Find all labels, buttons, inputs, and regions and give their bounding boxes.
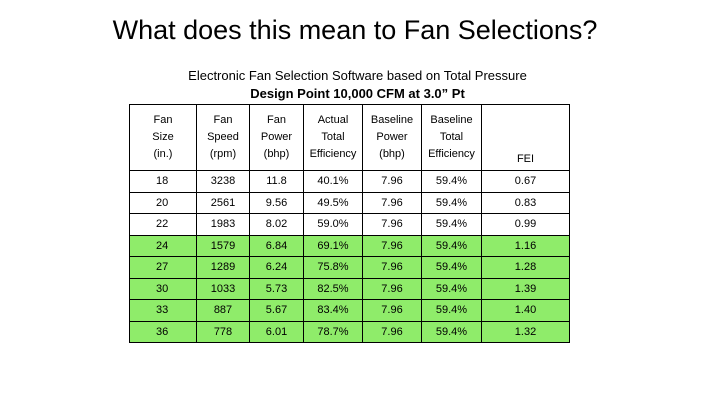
header-line: Power — [260, 131, 293, 143]
table-cell: 7.96 — [362, 234, 422, 257]
table-cell: 887 — [196, 299, 250, 322]
header-line: Speed — [207, 131, 239, 143]
header-line: Efficiency — [309, 148, 357, 160]
table-cell: 9.56 — [249, 191, 304, 214]
table-cell: 7.96 — [362, 170, 422, 193]
table-cell: 7.96 — [362, 256, 422, 279]
table-cell: 36 — [129, 320, 197, 343]
table-row: 30 1033 5.73 82.5% 7.96 59.4% 1.39 — [129, 277, 570, 300]
table-cell: 1289 — [196, 256, 250, 279]
table-cell: 5.73 — [249, 277, 304, 300]
table-cell: 3238 — [196, 170, 250, 193]
header-line: Power — [376, 131, 408, 143]
table-cell: 7.96 — [362, 320, 422, 343]
table-cell: 1.16 — [481, 234, 570, 257]
table-cell: 7.96 — [362, 299, 422, 322]
fan-selection-table: Fan Size (in.) Fan Speed (rpm) Fan Power… — [129, 104, 570, 343]
subtitle: Electronic Fan Selection Software based … — [188, 68, 527, 83]
table-cell: 59.4% — [421, 299, 482, 322]
header-line: Size — [152, 131, 174, 143]
page-title: What does this mean to Fan Selections? — [112, 15, 598, 45]
header-line: Total — [439, 131, 464, 143]
table-cell: 59.4% — [421, 234, 482, 257]
table-cell: 69.1% — [303, 234, 363, 257]
header-line: Efficiency — [428, 148, 475, 160]
table-cell: 8.02 — [249, 213, 304, 236]
header-line: (rpm) — [209, 148, 237, 160]
table-cell: 1983 — [196, 213, 250, 236]
table-cell: 7.96 — [362, 277, 422, 300]
header-line: Total — [321, 131, 345, 143]
table-cell: 27 — [129, 256, 197, 279]
header-baseline-total-efficiency: Baseline Total Efficiency — [421, 104, 482, 171]
design-point: Design Point 10,000 CFM at 3.0” Pt — [250, 86, 465, 101]
header-actual-total-efficiency: Actual Total Efficiency — [303, 104, 363, 171]
table-cell: 1.40 — [481, 299, 570, 322]
table-header-row: Fan Size (in.) Fan Speed (rpm) Fan Power… — [129, 104, 570, 171]
table-cell: 49.5% — [303, 191, 363, 214]
table-cell: 30 — [129, 277, 197, 300]
table-cell: 5.67 — [249, 299, 304, 322]
table-cell: 59.0% — [303, 213, 363, 236]
table-cell: 22 — [129, 213, 197, 236]
table-cell: 75.8% — [303, 256, 363, 279]
table-row: 22 1983 8.02 59.0% 7.96 59.4% 0.99 — [129, 213, 570, 236]
table-cell: 24 — [129, 234, 197, 257]
header-fan-speed: Fan Speed (rpm) — [196, 104, 250, 171]
table-cell: 0.83 — [481, 191, 570, 214]
table-cell: 6.84 — [249, 234, 304, 257]
header-line: Baseline — [430, 114, 473, 126]
table-cell: 78.7% — [303, 320, 363, 343]
table-cell: 82.5% — [303, 277, 363, 300]
table-row: 18 3238 11.8 40.1% 7.96 59.4% 0.67 — [129, 170, 570, 193]
table-cell: 18 — [129, 170, 197, 193]
table-cell: 1579 — [196, 234, 250, 257]
table-cell: 59.4% — [421, 277, 482, 300]
table-cell: 20 — [129, 191, 197, 214]
table-cell: 6.01 — [249, 320, 304, 343]
table-cell: 1.32 — [481, 320, 570, 343]
table-cell: 6.24 — [249, 256, 304, 279]
table-cell: 7.96 — [362, 213, 422, 236]
table-cell: 59.4% — [421, 320, 482, 343]
table-cell: 59.4% — [421, 170, 482, 193]
table-body: 18 3238 11.8 40.1% 7.96 59.4% 0.67 20 2561 9.56 49… — [129, 170, 570, 343]
header-line: (bhp) — [379, 148, 405, 160]
table-row: 20 2561 9.56 49.5% 7.96 59.4% 0.83 — [129, 191, 570, 214]
header-baseline-power: Baseline Power (bhp) — [362, 104, 422, 171]
table-row: 24 1579 6.84 69.1% 7.96 59.4% 1.16 — [129, 234, 570, 257]
table-cell: 778 — [196, 320, 250, 343]
table-cell: 7.96 — [362, 191, 422, 214]
table-cell: 0.67 — [481, 170, 570, 193]
header-fan-size: Fan Size (in.) — [129, 104, 197, 171]
table-row: 36 778 6.01 78.7% 7.96 59.4% 1.32 — [129, 320, 570, 343]
table-cell: 59.4% — [421, 213, 482, 236]
table-cell: 40.1% — [303, 170, 363, 193]
header-line: Fan — [213, 114, 233, 126]
header-line: Fan — [153, 114, 173, 126]
table-cell: 83.4% — [303, 299, 363, 322]
table-cell: 11.8 — [249, 170, 304, 193]
table-cell: 1.39 — [481, 277, 570, 300]
header-line: Baseline — [370, 114, 414, 126]
table-cell: 0.99 — [481, 213, 570, 236]
header-fei: FEI — [481, 104, 570, 171]
table-cell: 2561 — [196, 191, 250, 214]
table-cell: 1.28 — [481, 256, 570, 279]
header-line: Fan — [267, 114, 286, 126]
table-row: 33 887 5.67 83.4% 7.96 59.4% 1.40 — [129, 299, 570, 322]
header-line: Actual — [317, 114, 349, 126]
table-cell: 59.4% — [421, 191, 482, 214]
table-cell: 33 — [129, 299, 197, 322]
table-cell: 1033 — [196, 277, 250, 300]
header-line: (bhp) — [263, 148, 290, 160]
header-line: FEI — [516, 153, 535, 165]
table-cell: 59.4% — [421, 256, 482, 279]
header-fan-power: Fan Power (bhp) — [249, 104, 304, 171]
table-row: 27 1289 6.24 75.8% 7.96 59.4% 1.28 — [129, 256, 570, 279]
header-line: (in.) — [153, 148, 173, 160]
